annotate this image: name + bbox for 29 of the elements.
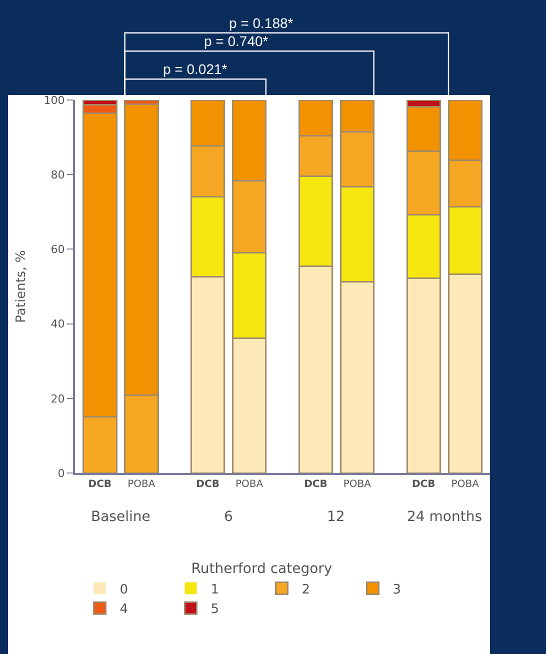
y-tick-label: 60 (50, 243, 65, 256)
text: p = 0.740* (204, 33, 269, 49)
x-tick-label: DCB (196, 479, 220, 490)
legend-label: 5 (210, 602, 220, 618)
y-tick-label: 0 (58, 466, 65, 480)
legend-label: 2 (302, 582, 310, 598)
x-tick-label: POBA (343, 479, 372, 490)
x-tick-label: POBA (451, 479, 480, 490)
legend-label: 3 (392, 582, 402, 598)
y-tick-label: 20 (50, 392, 65, 406)
x-tick-label: POBA (128, 479, 156, 490)
x-tick-label: POBA (235, 479, 264, 490)
text: 24 months (407, 509, 482, 525)
x-tick-label: DCB (412, 479, 436, 490)
y-tick-label: 100 (44, 94, 65, 107)
x-tick-label: DCB (304, 479, 328, 490)
y-tick-label: 40 (50, 318, 65, 331)
text: Baseline (91, 509, 150, 525)
x-tick-label: DCB (88, 479, 112, 490)
text: p = 0.188* (229, 15, 294, 31)
text: p = 0.021* (163, 61, 228, 77)
legend-label: 1 (210, 582, 220, 598)
legend-label: 4 (120, 602, 128, 618)
legend-title: Rutherford category (191, 561, 332, 578)
text: 12 (327, 509, 345, 525)
y-tick-label: 80 (50, 168, 65, 182)
legend-label: 0 (120, 582, 128, 598)
text: 6 (224, 509, 233, 525)
y-axis-title: Patients, % (14, 250, 30, 323)
